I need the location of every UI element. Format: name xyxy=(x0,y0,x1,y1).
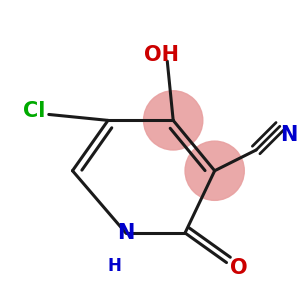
Text: N: N xyxy=(280,125,297,145)
Text: O: O xyxy=(230,259,247,278)
Circle shape xyxy=(144,91,203,150)
Text: OH: OH xyxy=(144,45,179,65)
Circle shape xyxy=(185,141,244,200)
Text: H: H xyxy=(107,256,121,274)
Text: Cl: Cl xyxy=(23,101,45,122)
Text: N: N xyxy=(117,223,134,243)
